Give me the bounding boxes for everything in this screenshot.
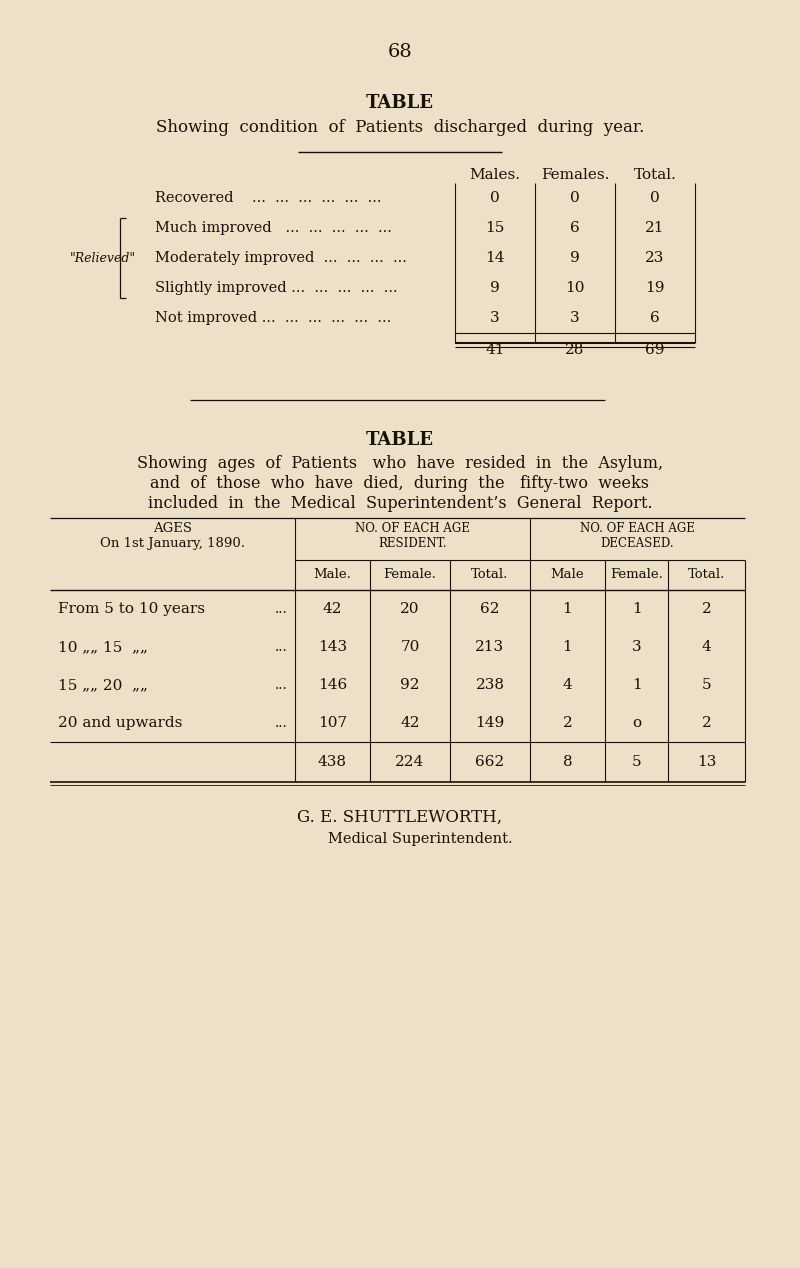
Text: 107: 107 xyxy=(318,716,347,730)
Text: Female.: Female. xyxy=(610,568,663,582)
Text: 8: 8 xyxy=(562,754,572,768)
Text: Medical Superintendent.: Medical Superintendent. xyxy=(328,832,512,846)
Text: 70: 70 xyxy=(400,640,420,654)
Text: NO. OF EACH AGE
RESIDENT.: NO. OF EACH AGE RESIDENT. xyxy=(355,522,470,550)
Text: From 5 to 10 years: From 5 to 10 years xyxy=(58,602,205,616)
Text: 13: 13 xyxy=(697,754,716,768)
Text: 21: 21 xyxy=(646,221,665,235)
Text: 62: 62 xyxy=(480,602,500,616)
Text: included  in  the  Medical  Superintendent’s  General  Report.: included in the Medical Superintendent’s… xyxy=(148,496,652,512)
Text: 23: 23 xyxy=(646,251,665,265)
Text: 6: 6 xyxy=(650,311,660,325)
Text: AGES
On 1st January, 1890.: AGES On 1st January, 1890. xyxy=(100,522,245,550)
Text: 5: 5 xyxy=(632,754,642,768)
Text: Slightly improved ...  ...  ...  ...  ...: Slightly improved ... ... ... ... ... xyxy=(155,281,398,295)
Text: 92: 92 xyxy=(400,678,420,692)
Text: 42: 42 xyxy=(322,602,342,616)
Text: 143: 143 xyxy=(318,640,347,654)
Text: 10: 10 xyxy=(566,281,585,295)
Text: Much improved   ...  ...  ...  ...  ...: Much improved ... ... ... ... ... xyxy=(155,221,392,235)
Text: 9: 9 xyxy=(570,251,580,265)
Text: 69: 69 xyxy=(646,344,665,358)
Text: 4: 4 xyxy=(702,640,711,654)
Text: 1: 1 xyxy=(632,602,642,616)
Text: NO. OF EACH AGE
DECEASED.: NO. OF EACH AGE DECEASED. xyxy=(580,522,695,550)
Text: ...: ... xyxy=(274,716,287,730)
Text: Females.: Females. xyxy=(541,167,609,183)
Text: Male: Male xyxy=(550,568,584,582)
Text: o: o xyxy=(632,716,641,730)
Text: 6: 6 xyxy=(570,221,580,235)
Text: 1: 1 xyxy=(632,678,642,692)
Text: 1: 1 xyxy=(562,602,572,616)
Text: 42: 42 xyxy=(400,716,420,730)
Text: and  of  those  who  have  died,  during  the   fifty-two  weeks: and of those who have died, during the f… xyxy=(150,476,650,492)
Text: Female.: Female. xyxy=(383,568,437,582)
Text: 3: 3 xyxy=(632,640,642,654)
Text: 213: 213 xyxy=(475,640,505,654)
Text: 0: 0 xyxy=(650,191,660,205)
Text: ...: ... xyxy=(274,640,287,654)
Text: 19: 19 xyxy=(646,281,665,295)
Text: 15 „„ 20  „„: 15 „„ 20 „„ xyxy=(58,678,148,692)
Text: 146: 146 xyxy=(318,678,347,692)
Text: 20 and upwards: 20 and upwards xyxy=(58,716,182,730)
Text: Showing  condition  of  Patients  discharged  during  year.: Showing condition of Patients discharged… xyxy=(156,119,644,137)
Text: 4: 4 xyxy=(562,678,572,692)
Text: Showing  ages  of  Patients   who  have  resided  in  the  Asylum,: Showing ages of Patients who have reside… xyxy=(137,455,663,473)
Text: 0: 0 xyxy=(490,191,500,205)
Text: Moderately improved  ...  ...  ...  ...: Moderately improved ... ... ... ... xyxy=(155,251,407,265)
Text: 28: 28 xyxy=(566,344,585,358)
Text: 2: 2 xyxy=(562,716,572,730)
Text: 10 „„ 15  „„: 10 „„ 15 „„ xyxy=(58,640,148,654)
Text: 0: 0 xyxy=(570,191,580,205)
Text: 3: 3 xyxy=(570,311,580,325)
Text: TABLE: TABLE xyxy=(366,94,434,112)
Text: 438: 438 xyxy=(318,754,347,768)
Text: 238: 238 xyxy=(475,678,505,692)
Text: ...: ... xyxy=(274,678,287,692)
Text: 3: 3 xyxy=(490,311,500,325)
Text: 9: 9 xyxy=(490,281,500,295)
Text: 5: 5 xyxy=(702,678,711,692)
Text: ...: ... xyxy=(274,602,287,616)
Text: Total.: Total. xyxy=(634,167,677,183)
Text: 224: 224 xyxy=(395,754,425,768)
Text: 14: 14 xyxy=(486,251,505,265)
Text: 20: 20 xyxy=(400,602,420,616)
Text: G. E. SHUTTLEWORTH,: G. E. SHUTTLEWORTH, xyxy=(298,809,502,825)
Text: TABLE: TABLE xyxy=(366,431,434,449)
Text: "Relieved": "Relieved" xyxy=(70,251,136,265)
Text: Recovered    ...  ...  ...  ...  ...  ...: Recovered ... ... ... ... ... ... xyxy=(155,191,382,205)
Text: 15: 15 xyxy=(486,221,505,235)
Text: 2: 2 xyxy=(702,716,711,730)
Text: Not improved ...  ...  ...  ...  ...  ...: Not improved ... ... ... ... ... ... xyxy=(155,311,391,325)
Text: Males.: Males. xyxy=(470,167,521,183)
Text: 2: 2 xyxy=(702,602,711,616)
Text: 1: 1 xyxy=(562,640,572,654)
Text: 662: 662 xyxy=(475,754,505,768)
Text: 41: 41 xyxy=(486,344,505,358)
Text: 149: 149 xyxy=(475,716,505,730)
Text: Total.: Total. xyxy=(688,568,725,582)
Text: Male.: Male. xyxy=(314,568,351,582)
Text: Total.: Total. xyxy=(471,568,509,582)
Text: 68: 68 xyxy=(388,43,412,61)
